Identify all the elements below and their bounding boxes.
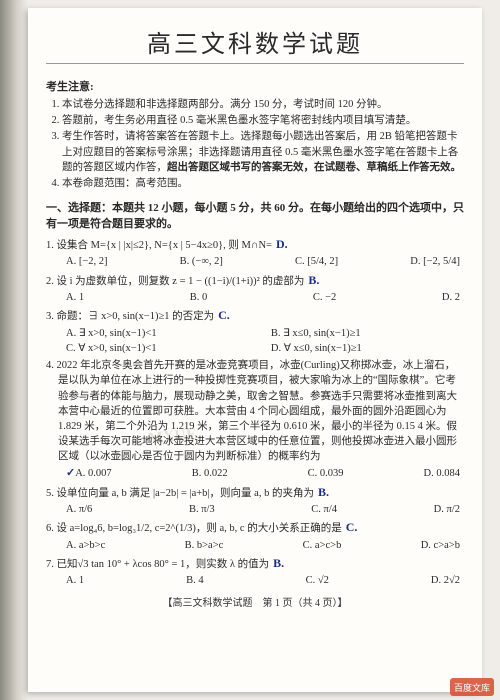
section-1-header: 一、选择题：本题共 12 小题，每小题 5 分，共 60 分。在每小题给出的四个… [46, 201, 464, 232]
q6-choice-a: A. a>b>c [66, 538, 105, 553]
q7-stem: 7. 已知√3 tan 10° + λcos 80° = 1，则实数 λ 的值为 [46, 559, 269, 570]
q2-stem: 2. 设 i 为虚数单位，则复数 z = 1 − ((1−i)/(1+i))² … [46, 276, 304, 287]
q5-choice-b: B. π/3 [189, 502, 215, 517]
q7-choice-c: C. √2 [306, 573, 329, 588]
q3-choice-d: D. ∀ x≤0, sin(x−1)≥1 [271, 341, 460, 356]
q6-choice-c: C. a>c>b [303, 538, 342, 553]
q4-choice-b: B. 0.022 [192, 466, 228, 482]
question-4: 4. 2022 年北京冬奥会首先开赛的是冰壶竞赛项目，冰壶(Curling)又称… [46, 358, 464, 481]
q7-handwritten: B. [269, 556, 284, 570]
notice-list: 本试卷分选择题和非选择题两部分。满分 150 分，考试时间 120 分钟。 答题… [46, 97, 464, 191]
source-watermark: 百度文库 [450, 678, 494, 696]
q1-handwritten: D. [272, 237, 288, 251]
question-3: 3. 命题：∃ x>0, sin(x−1)≥1 的否定为C. A. ∃ x>0,… [46, 307, 464, 356]
q7-choice-d: D. 2√2 [431, 573, 460, 588]
q4-choice-d: D. 0.084 [424, 466, 460, 482]
q2-handwritten: B. [304, 273, 319, 287]
q1-choice-d: D. [−2, 5/4] [410, 254, 460, 269]
q4-choice-c: C. 0.039 [308, 466, 344, 482]
q6-stem: 6. 设 a=log₄6, b=log₃1/2, c=2^(1/3)，则 a, … [46, 523, 342, 534]
q3-choice-a: A. ∃ x>0, sin(x−1)<1 [66, 326, 255, 341]
q6-choice-d: D. c>a>b [421, 538, 460, 553]
question-7: 7. 已知√3 tan 10° + λcos 80° = 1，则实数 λ 的值为… [46, 555, 464, 589]
q6-choice-b: B. b>a>c [185, 538, 224, 553]
q1-stem: 1. 设集合 M={x | |x|≤2}, N={x | 5−4x≥0}, 则 … [46, 240, 272, 251]
question-6: 6. 设 a=log₄6, b=log₃1/2, c=2^(1/3)，则 a, … [46, 519, 464, 553]
q5-choice-a: A. π/6 [66, 502, 92, 517]
q1-choice-a: A. [−2, 2] [66, 254, 108, 269]
notice-header: 考生注意: [46, 78, 464, 94]
notice-bold: 超出答题区域书写的答案无效，在试题卷、草稿纸上作答无效。 [167, 162, 461, 173]
q3-stem: 3. 命题：∃ x>0, sin(x−1)≥1 的否定为 [46, 311, 214, 322]
q2-choice-a: A. 1 [66, 290, 84, 305]
notice-item: 本试卷分选择题和非选择题两部分。满分 150 分，考试时间 120 分钟。 [62, 97, 464, 112]
q7-choice-a: A. 1 [66, 573, 84, 588]
q2-choice-c: C. −2 [313, 290, 336, 305]
q5-choice-d: D. π/2 [434, 502, 460, 517]
notice-item: 考生作答时，请将答案答在答题卡上。选择题每小题选出答案后，用 2B 铅笔把答题卡… [62, 129, 464, 175]
q3-handwritten: C. [214, 308, 230, 322]
q5-handwritten: B. [314, 485, 329, 499]
question-5: 5. 设单位向量 a, b 满足 |a−2b| = |a+b|，则向量 a, b… [46, 484, 464, 518]
q5-choice-c: C. π/4 [311, 502, 337, 517]
q4-choice-a: A. 0.007 [75, 468, 111, 479]
q1-choice-c: C. [5/4, 2] [295, 254, 338, 269]
question-1: 1. 设集合 M={x | |x|≤2}, N={x | 5−4x≥0}, 则 … [46, 236, 464, 270]
q2-choice-d: D. 2 [442, 290, 460, 305]
q1-choice-b: B. (−∞, 2] [180, 254, 223, 269]
notice-item: 答题前，考生务必用直径 0.5 毫米黑色墨水签字笔将密封线内项目填写清楚。 [62, 113, 464, 128]
q4-hand-mark: ✓ [66, 467, 75, 479]
page-title: 高三文科数学试题 [46, 24, 464, 59]
q6-handwritten: C. [342, 520, 358, 534]
q3-choice-c: C. ∀ x>0, sin(x−1)<1 [66, 341, 255, 356]
q3-choice-b: B. ∃ x≤0, sin(x−1)≥1 [271, 326, 460, 341]
q2-choice-b: B. 0 [190, 290, 208, 305]
page-footer: 【高三文科数学试题 第 1 页（共 4 页）】 [46, 594, 464, 609]
title-bar: 高三文科数学试题 [46, 18, 464, 64]
q5-stem: 5. 设单位向量 a, b 满足 |a−2b| = |a+b|，则向量 a, b… [46, 488, 314, 499]
exam-page: MXUE 高三文科数学试题 考生注意: 本试卷分选择题和非选择题两部分。满分 1… [28, 8, 482, 692]
q4-stem: 4. 2022 年北京冬奥会首先开赛的是冰壶竞赛项目，冰壶(Curling)又称… [46, 358, 464, 465]
q7-choice-b: B. 4 [186, 573, 204, 588]
binding-shadow [0, 0, 28, 700]
notice-item: 本卷命题范围：高考范围。 [62, 176, 464, 191]
question-2: 2. 设 i 为虚数单位，则复数 z = 1 − ((1−i)/(1+i))² … [46, 272, 464, 306]
